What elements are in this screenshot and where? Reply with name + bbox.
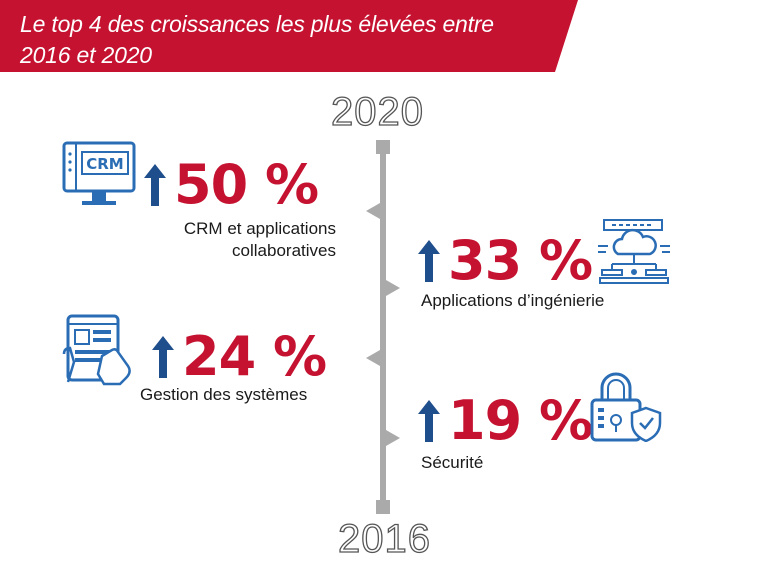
header-title-line2: 2016 et 2020	[20, 42, 152, 68]
stat-engineering-label: Applications d’ingénierie	[421, 291, 605, 310]
cloud-network-icon	[598, 218, 670, 291]
padlock-shield-icon	[588, 370, 664, 447]
up-arrow-icon	[418, 240, 440, 282]
stat-systems: 24 %	[152, 325, 327, 388]
stat-systems-label: Gestion des systèmes	[140, 385, 308, 404]
year-2016: 2016	[337, 516, 431, 561]
stat-security: 19 %	[418, 389, 593, 452]
stat-crm-value: 50 %	[174, 153, 319, 216]
up-arrow-icon	[152, 336, 174, 378]
year-2020: 2020	[330, 89, 424, 134]
stat-engineering: 33 %	[418, 229, 593, 292]
stat-systems-value: 24 %	[182, 325, 327, 388]
up-arrow-icon	[144, 164, 166, 206]
header-title: Le top 4 des croissances les plus élevée…	[20, 9, 494, 71]
tablet-hand-icon	[62, 314, 136, 391]
header-title-line1: Le top 4 des croissances les plus élevée…	[20, 11, 494, 37]
crm-icon-text: CRM	[86, 155, 124, 173]
stat-engineering-value: 33 %	[448, 229, 593, 292]
stat-crm: 50 %	[144, 153, 319, 216]
banner-shape	[0, 0, 578, 72]
crm-monitor-icon: CRM	[62, 140, 138, 215]
stat-security-label: Sécurité	[421, 453, 484, 472]
up-arrow-icon	[418, 400, 440, 442]
stat-crm-label-line1: CRM et applications	[183, 219, 336, 238]
stat-crm-label: CRM et applications collaboratives	[150, 218, 336, 262]
stat-security-value: 19 %	[448, 389, 593, 452]
stat-crm-label-line2: collaboratives	[232, 241, 336, 260]
header-banner: Le top 4 des croissances les plus élevée…	[0, 0, 765, 82]
